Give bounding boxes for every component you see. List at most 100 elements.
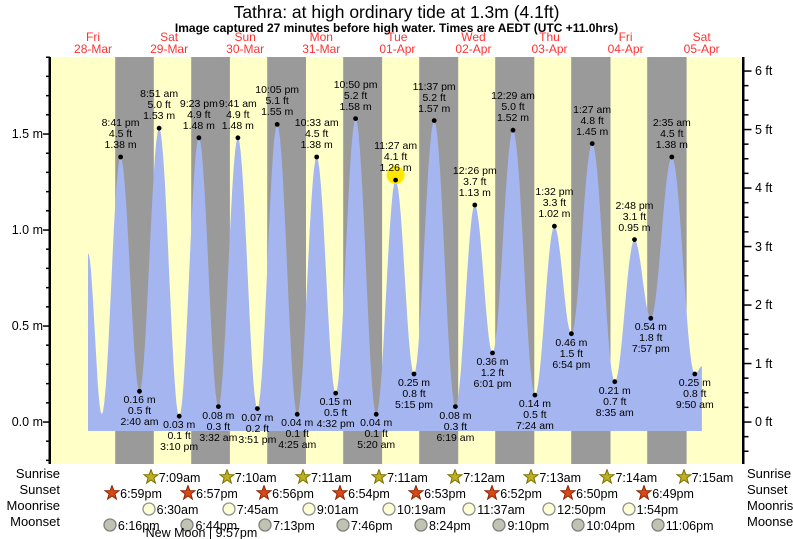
tide-low-label: 0.08 m 0.3 ft 6:19 am	[436, 409, 475, 444]
sunrise-star	[522, 467, 540, 485]
tide-low-dot	[137, 388, 142, 394]
tide-high-label: 2:35 am 4.5 ft 1.38 m	[652, 117, 691, 152]
sunrise-time: 7:09am	[142, 466, 200, 485]
right-axis-label: 3 ft	[755, 239, 773, 254]
sunset-star	[255, 483, 273, 501]
sunset-star	[103, 483, 121, 501]
sunrise-star	[142, 467, 160, 485]
tide-low-dot	[453, 404, 458, 409]
right-axis-tick	[744, 450, 749, 452]
right-axis-label: 5 ft	[755, 122, 773, 137]
sunset-time: 6:50pm	[559, 482, 618, 501]
moonset-circle	[492, 518, 507, 532]
left-axis-tick	[43, 229, 50, 231]
left-axis-tick	[46, 210, 50, 212]
current-tide-highlight	[386, 166, 405, 185]
left-axis-tick	[46, 171, 50, 174]
tide-low-label: 0.25 m 0.8 ft 5:15 pm	[395, 377, 433, 411]
left-axis-tick	[46, 382, 50, 385]
tide-high-dot	[196, 135, 202, 141]
sunrise-star	[446, 467, 464, 485]
sunset-row-label-right: Sunset	[747, 482, 788, 497]
moonset-time: 6:16pm	[102, 514, 160, 533]
left-axis-tick	[46, 344, 50, 346]
left-axis-tick	[43, 325, 50, 327]
sunset-star	[559, 483, 577, 501]
right-axis-tick	[744, 377, 749, 379]
day-header-thu-03-apr: Thu 03-Apr	[531, 30, 568, 56]
tide-high-dot	[552, 223, 557, 229]
moonrise-circle	[542, 502, 556, 516]
tide-high-dot	[353, 116, 358, 121]
sunrise-time: 7:11am	[294, 466, 352, 485]
moonset-row-label-left: Moonset	[10, 514, 60, 529]
moonset-time: 9:10pm	[491, 514, 549, 533]
sunrise-row-label-left: Sunrise	[15, 466, 60, 481]
tide-low-label: 0.54 m 1.8 ft 7:57 pm	[631, 321, 670, 356]
tide-high-label: 2:48 pm 3.1 ft 0.95 m	[615, 199, 654, 234]
tide-high-label: 10:50 pm 5.2 ft 1.58 m	[333, 78, 378, 113]
sunrise-star	[218, 467, 236, 485]
day-header-tue-01-apr: Tue 01-Apr	[379, 30, 416, 56]
right-axis-tick	[744, 231, 749, 233]
left-axis-tick	[46, 56, 50, 58]
right-axis-tick	[744, 143, 749, 145]
left-axis-label: 0.5 m	[11, 319, 43, 333]
tide-high-label: 1:32 pm 3.3 ft 1.02 m	[535, 186, 574, 221]
moonrise-circle	[142, 502, 156, 516]
tide-low-label: 0.03 m 0.1 ft 3:10 pm	[160, 419, 199, 454]
day-header-sat-05-apr: Sat 05-Apr	[683, 30, 720, 56]
tide-low-label: 0.04 m 0.1 ft 4:25 am	[278, 417, 317, 452]
tide-low-dot	[294, 411, 300, 417]
tide-low-dot	[333, 390, 339, 396]
left-axis-tick	[46, 267, 50, 270]
tide-low-dot	[176, 413, 182, 419]
right-axis-tick	[744, 84, 749, 87]
right-axis-label: 6 ft	[755, 64, 773, 78]
tide-high-dot	[235, 135, 241, 141]
tide-low-label: 0.16 m 0.5 ft 2:40 am	[120, 394, 159, 429]
left-axis-tick	[46, 402, 50, 404]
sunset-time: 6:59pm	[103, 482, 162, 501]
left-axis-line	[48, 57, 51, 464]
tide-high-label: 12:29 am 5.0 ft 1.52 m	[491, 90, 535, 125]
left-axis-tick	[46, 440, 50, 442]
moonrise-row-label-left: Moonrise	[6, 498, 60, 513]
tide-high-dot	[510, 127, 516, 133]
moonrise-time: 9:01am	[301, 498, 359, 517]
moonrise-time: 12:50pm	[541, 498, 606, 517]
right-axis-tick	[744, 216, 749, 218]
sunset-star	[407, 483, 425, 501]
sunrise-time: 7:11am	[370, 466, 428, 485]
tide-high-label: 10:05 pm 5.1 ft 1.55 m	[255, 84, 300, 119]
sunset-star	[179, 483, 197, 501]
sunrise-time: 7:15am	[675, 466, 733, 485]
moonrise-circle	[302, 502, 316, 516]
sunrise-time: 7:12am	[446, 466, 505, 485]
moonset-row-label-right: Moonset	[747, 514, 793, 529]
sunset-star	[331, 483, 349, 501]
left-axis-tick	[43, 133, 50, 135]
tide-high-dot	[632, 237, 637, 243]
sunset-time: 6:57pm	[179, 482, 238, 501]
new-moon-note: New Moon | 9:57pm	[145, 526, 258, 539]
tide-low-dot	[569, 331, 574, 337]
moonrise-time: 6:30am	[141, 498, 198, 517]
right-axis-tick	[744, 304, 752, 306]
moonset-time: 10:04pm	[570, 514, 635, 533]
right-axis-tick	[744, 275, 749, 277]
left-axis-tick	[46, 306, 50, 308]
left-axis-tick	[46, 459, 50, 462]
right-axis-tick	[744, 114, 749, 116]
tide-low-dot	[255, 406, 260, 411]
tide-high-label: 10:33 am 4.5 ft 1.38 m	[294, 117, 339, 152]
tide-high-dot	[431, 118, 437, 123]
page-title: Tathra: at high ordinary tide at 1.3m (4…	[233, 2, 560, 22]
tide-low-label: 0.15 m 0.5 ft 4:32 pm	[316, 396, 355, 431]
tide-high-label: 1:27 am 4.8 ft 1.45 m	[573, 103, 612, 138]
tide-high-dot	[669, 154, 675, 160]
sunset-star	[635, 483, 653, 501]
moonrise-time: 10:19am	[381, 498, 446, 517]
day-header-wed-02-apr: Wed 02-Apr	[455, 30, 492, 56]
